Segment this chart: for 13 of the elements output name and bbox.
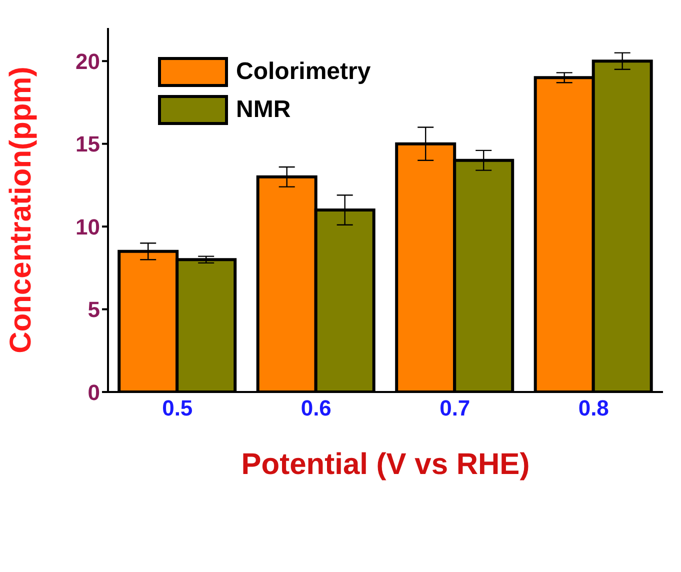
y-tick-label: 10 bbox=[76, 214, 100, 240]
x-tick-label: 0.6 bbox=[300, 396, 332, 421]
y-tick-label: 5 bbox=[88, 297, 100, 322]
y-tick-label: 15 bbox=[76, 132, 100, 157]
y-tick-label: 0 bbox=[88, 380, 100, 405]
legend-label: Colorimetry bbox=[236, 58, 371, 86]
x-tick-label: 0.5 bbox=[162, 396, 193, 421]
x-tick-label: 0.8 bbox=[578, 396, 609, 421]
x-tick-label: 0.7 bbox=[440, 396, 470, 421]
y-axis-title: Concentration(ppm) bbox=[4, 66, 38, 354]
y-tick-label: 20 bbox=[76, 48, 100, 74]
legend-label: NMR bbox=[236, 96, 291, 124]
x-axis-title: Potential (V vs RHE) bbox=[241, 448, 530, 481]
